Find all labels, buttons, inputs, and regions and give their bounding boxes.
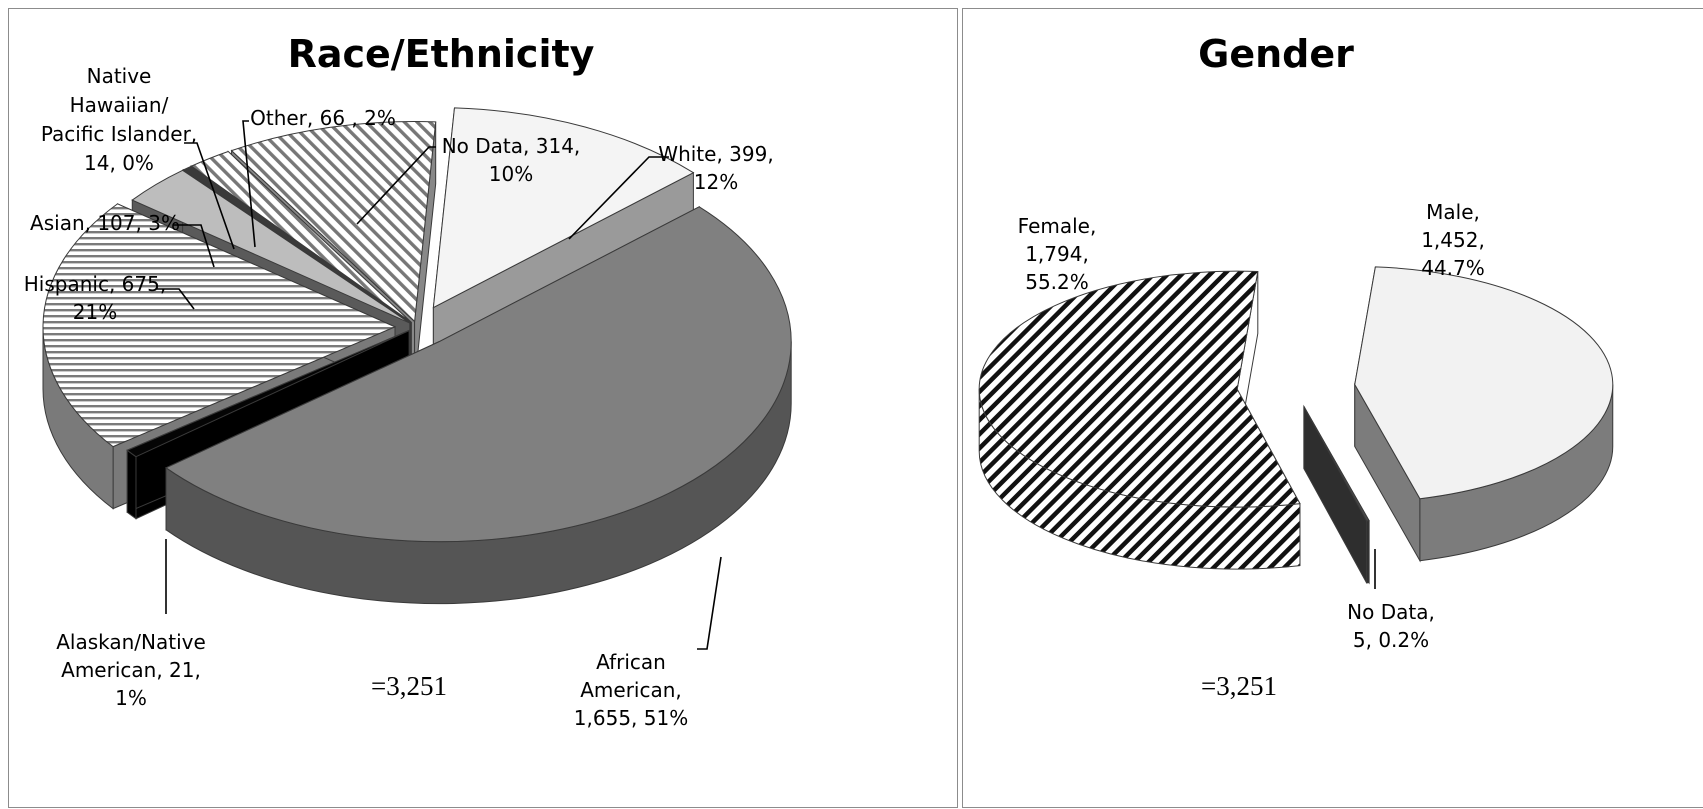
slice-label-line: Alaskan/Native — [56, 630, 206, 654]
slice-label-line: Pacific Islander, — [41, 122, 197, 146]
slice-label-line: Female, — [1018, 214, 1097, 238]
slice-label-line: Asian, 107, 3% — [30, 211, 180, 235]
leader-line — [157, 288, 195, 310]
gender-chart-panel: Gender Male, 1,452, 44.7% No Data, 5, 0.2% Fe… — [962, 8, 1703, 808]
leader-line — [184, 142, 235, 250]
pie-slice-no-data — [1303, 404, 1370, 585]
total-label: =3,251 — [1201, 671, 1277, 701]
pie-slice-african-american — [165, 206, 792, 605]
race-ethnicity-pie-chart: Race/Ethnicity White, 399, 12% African Amer… — [24, 32, 792, 730]
slice-label-line: Male, — [1426, 200, 1480, 224]
slice-label-line: 1,452, — [1421, 228, 1485, 252]
slice-label-line: 44.7% — [1421, 256, 1485, 280]
slice-label-native-hawaiian-pacific-islander: Native Hawaiian/Pacific Islander, 14, 0% — [41, 64, 235, 250]
slice-label-no-data: No Data, 314, 10% — [356, 134, 581, 225]
slice-label-hispanic: Hispanic, 675, 21% — [24, 272, 195, 324]
slice-label-line: African — [596, 650, 666, 674]
slice-label-female: Female, 1,794, 55.2% — [1018, 214, 1097, 294]
slice-label-line: 12% — [694, 170, 738, 194]
slice-label-line: Other, 66 , 2% — [250, 106, 396, 130]
slice-label-african-american: African American, 1,655, 51% — [574, 556, 722, 730]
slice-label-line: 14, 0% — [84, 151, 154, 175]
chart-title: Race/Ethnicity — [288, 32, 595, 76]
slice-label-other: Other, 66 , 2% — [242, 106, 396, 248]
slice-label-line: 1,655, 51% — [574, 706, 688, 730]
leader-line — [242, 120, 256, 248]
leader-line — [356, 146, 436, 225]
slice-label-line: 1% — [115, 686, 147, 710]
slice-label-line: Native — [87, 64, 152, 88]
slice-label-white: White, 399, 12% — [568, 142, 774, 240]
slice-label-line: American, — [580, 678, 682, 702]
slice-label-line: Hawaiian/ — [70, 93, 169, 117]
slice-label-line: No Data, — [1347, 600, 1435, 624]
slice-label-line: 10% — [489, 162, 533, 186]
slice-label-line: 1,794, — [1025, 242, 1089, 266]
slice-label-line: White, 399, — [658, 142, 773, 166]
slice-label-line: 5, 0.2% — [1353, 628, 1429, 652]
slice-label-male: Male, 1,452, 44.7% — [1421, 200, 1485, 280]
chart-title: Gender — [1198, 32, 1354, 76]
leader-line — [568, 156, 669, 240]
pie-slice-male — [1354, 266, 1614, 563]
slice-label-alaskan-native-american: Alaskan/Native American, 21, 1% — [56, 539, 206, 710]
slice-label-line: No Data, 314, — [442, 134, 581, 158]
leader-line — [173, 224, 215, 268]
slice-label-asian: Asian, 107, 3% — [30, 211, 215, 268]
slice-label-line: 21% — [73, 300, 117, 324]
leader-line — [697, 556, 722, 650]
slice-label-no-data: No Data, 5, 0.2% — [1347, 549, 1435, 652]
total-label: =3,251 — [371, 671, 447, 701]
slice-label-line: American, 21, — [61, 658, 201, 682]
pie-slice-female — [978, 270, 1301, 570]
gender-pie-chart: Gender Male, 1,452, 44.7% No Data, 5, 0.2% Fe… — [978, 32, 1614, 701]
slice-label-line: Hispanic, 675, — [24, 272, 166, 296]
slice-label-line: 55.2% — [1025, 270, 1089, 294]
race-ethnicity-chart-panel: Race/Ethnicity White, 399, 12% African Amer… — [8, 8, 958, 808]
